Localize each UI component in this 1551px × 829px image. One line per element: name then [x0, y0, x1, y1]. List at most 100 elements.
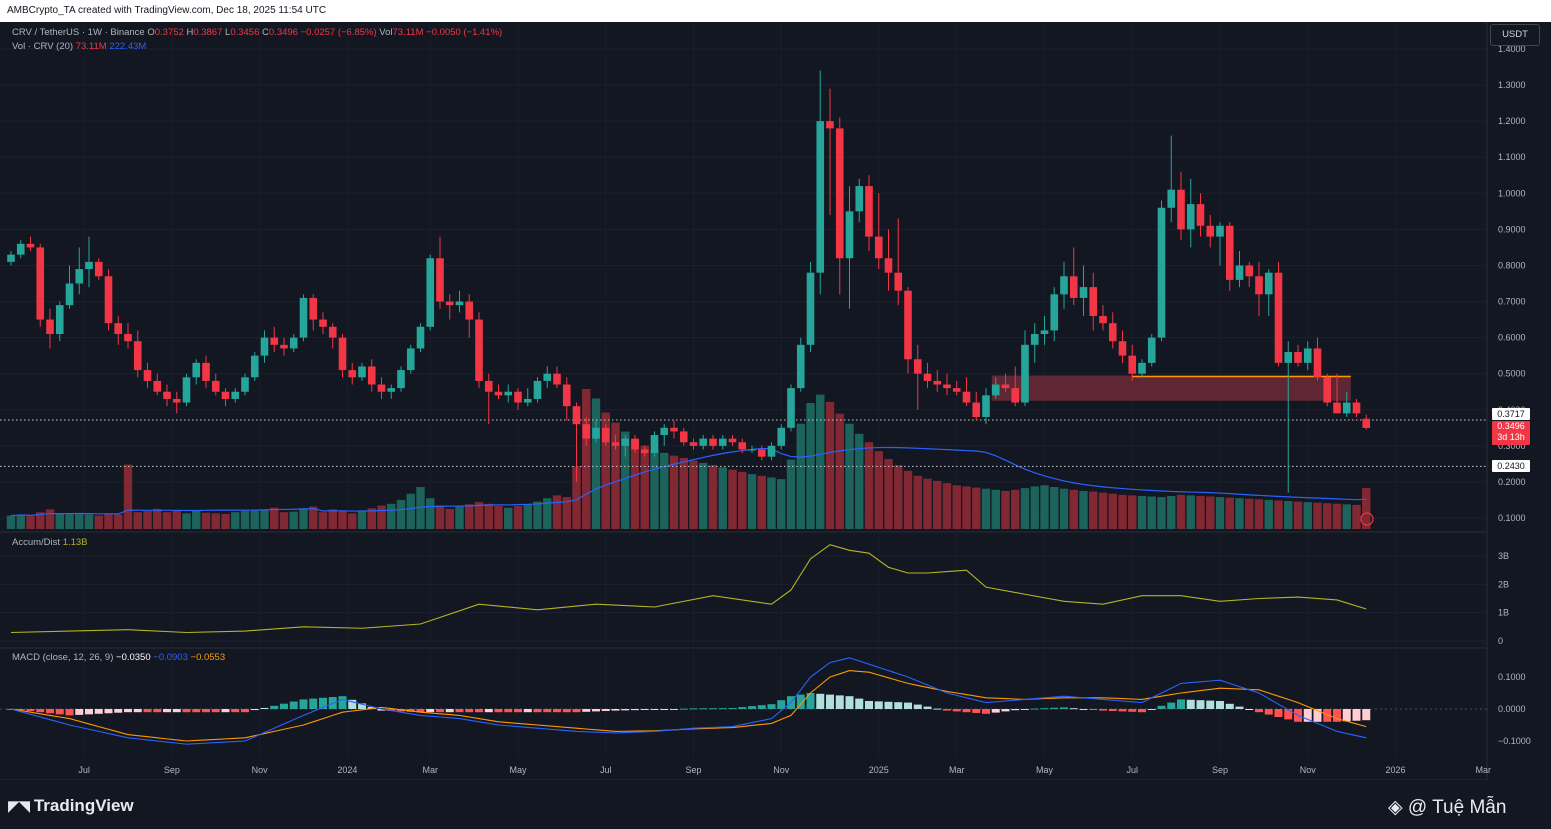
volume-bar	[650, 449, 659, 529]
volume-bar	[6, 515, 16, 529]
macd-histogram-bar	[728, 708, 737, 710]
macd-histogram-bar	[621, 709, 630, 711]
volume-bar	[221, 513, 230, 529]
candle-body	[377, 384, 386, 392]
macd-histogram-bar	[338, 696, 347, 709]
vol-label: Vol	[379, 27, 393, 38]
candle-body	[757, 449, 766, 457]
time-tick-label: 2026	[1385, 765, 1405, 775]
volume-legend[interactable]: Vol · CRV (20) 73.11M 222.43M	[12, 41, 146, 52]
candle-body	[397, 370, 405, 389]
volume-bar	[153, 508, 162, 529]
macd-histogram-bar	[270, 705, 279, 709]
volume-bar	[1225, 497, 1234, 529]
chart-canvas[interactable]: 0.10000.20000.30000.40000.50000.60000.70…	[0, 22, 1551, 780]
volume-bar	[328, 509, 337, 529]
candle-body	[572, 406, 581, 425]
macd-histogram-bar	[85, 709, 93, 715]
accum-tick-label: 2B	[1498, 579, 1509, 589]
macd-histogram-bar	[1069, 708, 1078, 710]
macd-histogram-bar	[1108, 709, 1117, 711]
macd-histogram-bar	[923, 706, 932, 709]
macd-histogram-bar	[1186, 699, 1195, 709]
candle-body	[1294, 352, 1302, 363]
volume-bar	[504, 507, 513, 529]
candle-body	[94, 261, 103, 277]
macd-histogram-bar	[1303, 709, 1312, 722]
volume-bar	[679, 457, 688, 529]
macd-histogram-bar	[1216, 701, 1224, 709]
accum-legend[interactable]: Accum/Dist 1.13B	[12, 537, 88, 548]
volume-bar	[435, 505, 445, 529]
low-value: 0.3456	[230, 27, 260, 38]
volume-bar	[523, 504, 532, 529]
volume-bar	[1264, 499, 1273, 529]
symbol-legend[interactable]: CRV / TetherUS · 1W · Binance O0.3752 H0…	[12, 27, 502, 38]
accum-dist-line	[10, 544, 1367, 634]
accum-tick-label: 3B	[1498, 551, 1509, 561]
candle-body	[777, 427, 786, 446]
volume-bar	[94, 515, 103, 529]
macd-histogram-bar	[777, 700, 786, 709]
volume-bar	[1157, 497, 1166, 529]
candle-body	[884, 258, 893, 273]
macd-line-value: −0.0903	[153, 652, 188, 663]
macd-histogram-bar	[562, 709, 571, 713]
macd-histogram-bar	[172, 709, 181, 713]
volume-bar	[874, 451, 883, 529]
footer-bar	[0, 780, 1551, 829]
macd-histogram-bar	[689, 708, 698, 710]
price-tick-label: 0.2000	[1498, 477, 1526, 487]
candle-body	[1323, 377, 1332, 403]
macd-histogram-bar	[982, 709, 990, 714]
price-tick-label: 0.8000	[1498, 260, 1526, 270]
time-tick-label: Mar	[949, 765, 965, 775]
candle-body	[46, 319, 54, 335]
open-label: O	[147, 27, 155, 38]
candle-body	[1011, 388, 1020, 403]
candle-body	[7, 254, 15, 262]
macd-histogram-bar	[202, 709, 210, 713]
candle-body	[133, 341, 142, 371]
macd-histogram-bar	[377, 709, 386, 711]
volume-bar	[786, 459, 796, 529]
candle-body	[260, 337, 269, 356]
volume-bar	[1215, 497, 1225, 529]
macd-histogram-bar	[36, 709, 45, 713]
tradingview-watermark: ◤◥ TradingView	[8, 796, 134, 816]
macd-histogram-bar	[104, 709, 113, 714]
candle-body	[192, 362, 201, 378]
volume-bar	[143, 511, 152, 529]
price-tick-label: 0.7000	[1498, 297, 1526, 307]
candle-body	[163, 391, 171, 399]
macd-histogram-bar	[241, 709, 249, 713]
low-label: L	[225, 27, 231, 38]
macd-histogram-bar	[1138, 709, 1146, 713]
volume-bar	[387, 503, 396, 529]
macd-legend[interactable]: MACD (close, 12, 26, 9) −0.0350 −0.0903 …	[12, 652, 225, 663]
last-price-tag: 0.3496 3d 13h	[1492, 421, 1530, 445]
candle-body	[1313, 348, 1322, 378]
macd-hist-value: −0.0350	[116, 652, 151, 663]
volume-bar	[1196, 495, 1205, 529]
macd-histogram-bar	[1255, 709, 1263, 713]
volume-bar	[601, 412, 610, 529]
volume-bar	[309, 506, 318, 529]
volume-bar	[552, 495, 562, 529]
volume-bar	[55, 513, 64, 529]
macd-histogram-bar	[816, 693, 825, 709]
volume-bar	[1303, 502, 1312, 529]
macd-histogram-bar	[1060, 707, 1068, 709]
time-tick-label: Nov	[773, 765, 790, 775]
candle-body	[943, 384, 951, 389]
author-name: @ Tuệ Mẫn	[1407, 797, 1507, 818]
macd-histogram-bar	[309, 698, 318, 709]
volume-bar	[133, 512, 142, 529]
time-tick-label: Sep	[1212, 765, 1228, 775]
macd-histogram-bar	[572, 709, 581, 713]
candle-body	[85, 261, 93, 270]
volume-bar	[884, 459, 893, 529]
countdown-value: 3d 13h	[1497, 432, 1525, 442]
macd-histogram-bar	[874, 701, 883, 709]
currency-button[interactable]: USDT	[1490, 24, 1540, 46]
